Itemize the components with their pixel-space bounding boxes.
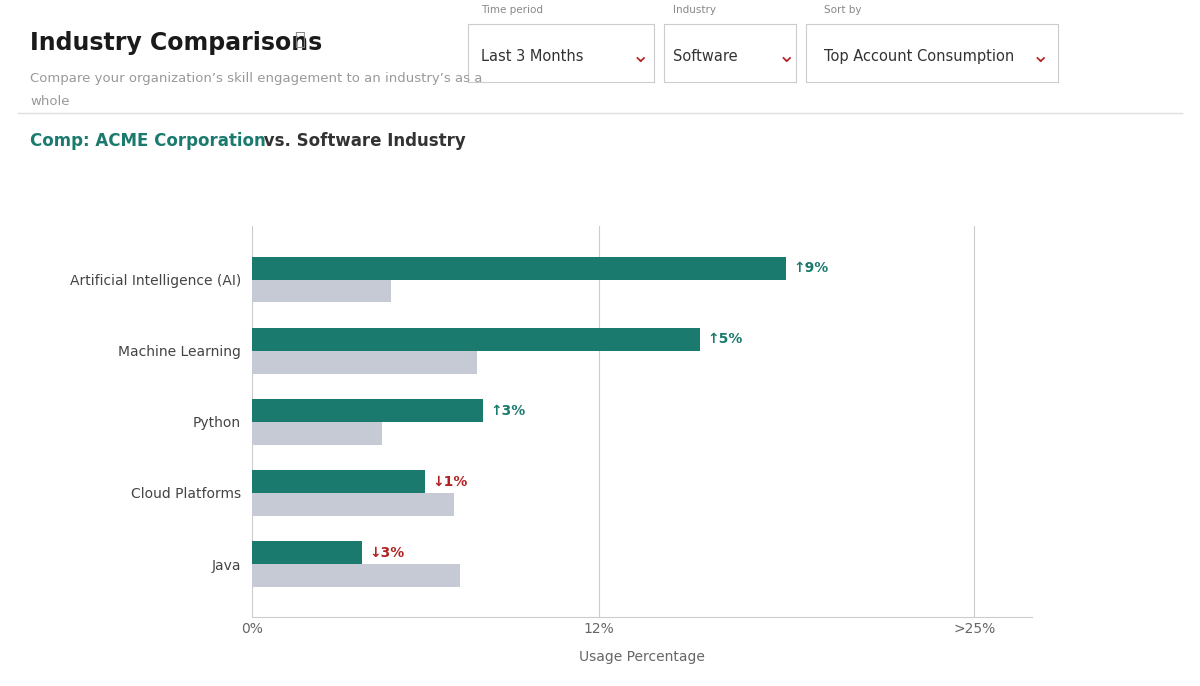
Bar [252, 351, 478, 374]
Text: Last 3 Months: Last 3 Months [481, 49, 583, 64]
Bar [252, 470, 425, 493]
Text: ⌄: ⌄ [778, 46, 796, 66]
Text: Industry Comparisons: Industry Comparisons [30, 31, 323, 55]
Text: ↑5%: ↑5% [707, 333, 743, 346]
Text: Time period: Time period [481, 5, 544, 15]
X-axis label: Usage Percentage: Usage Percentage [580, 650, 704, 664]
Bar [252, 280, 391, 303]
Text: vs. Software Industry: vs. Software Industry [258, 132, 466, 150]
Text: ↑9%: ↑9% [793, 261, 829, 275]
Text: whole: whole [30, 95, 70, 108]
Bar [252, 564, 460, 587]
Bar [252, 541, 361, 564]
Text: Software: Software [673, 49, 738, 64]
Text: ⌄: ⌄ [632, 46, 649, 66]
Text: ↑3%: ↑3% [491, 403, 526, 418]
Bar [252, 399, 484, 422]
Text: Compare your organization’s skill engagement to an industry’s as a: Compare your organization’s skill engage… [30, 72, 482, 85]
Text: Sort by: Sort by [824, 5, 862, 15]
Text: Top Account Consumption: Top Account Consumption [824, 49, 1014, 64]
Bar [252, 328, 700, 351]
Bar [252, 257, 786, 280]
Bar [252, 493, 455, 516]
Text: ↓3%: ↓3% [370, 545, 404, 560]
Text: ⓘ: ⓘ [294, 31, 305, 49]
Text: Industry: Industry [673, 5, 716, 15]
Text: ⌄: ⌄ [1032, 46, 1050, 66]
Bar [252, 422, 382, 445]
Text: Comp: ACME Corporation: Comp: ACME Corporation [30, 132, 265, 150]
Text: ↓1%: ↓1% [432, 475, 468, 488]
